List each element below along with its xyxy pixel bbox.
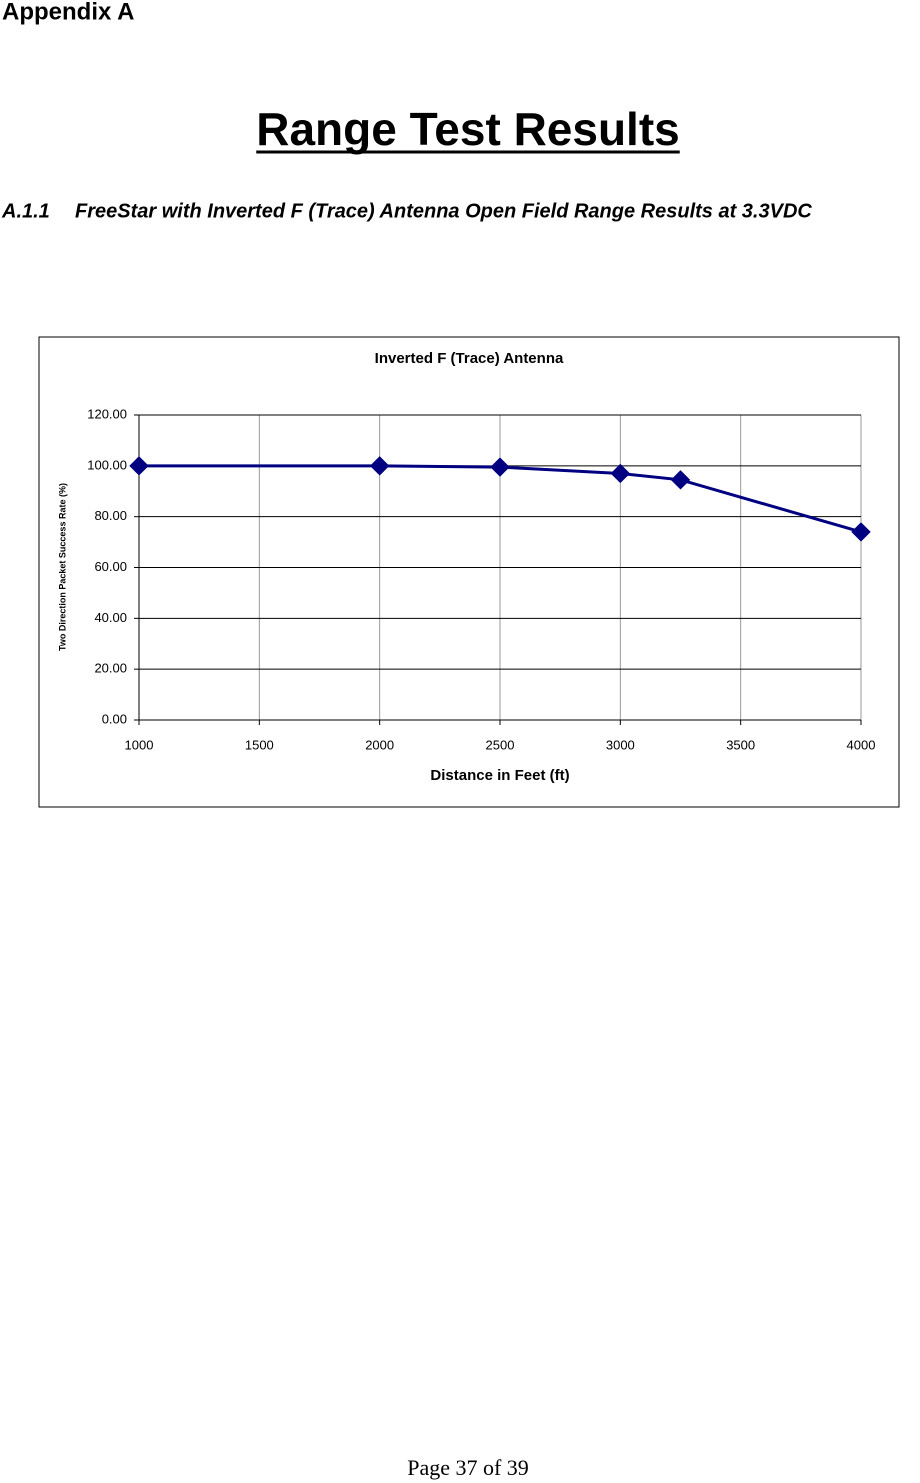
x-tick-label: 2500 bbox=[486, 737, 515, 752]
x-tick-label: 4000 bbox=[847, 737, 876, 752]
y-tick-label: 60.00 bbox=[94, 559, 127, 574]
x-tick-label: 1500 bbox=[245, 737, 274, 752]
y-tick-label: 20.00 bbox=[94, 661, 127, 676]
y-tick-label: 100.00 bbox=[87, 457, 127, 472]
data-point bbox=[369, 456, 390, 476]
data-line bbox=[139, 464, 862, 534]
data-point bbox=[129, 456, 149, 476]
x-tick-label: 3500 bbox=[726, 737, 755, 752]
y-tick-label: 80.00 bbox=[94, 508, 127, 523]
y-tick-label: 40.00 bbox=[94, 610, 127, 625]
y-tick-label: 120.00 bbox=[87, 406, 127, 421]
page-title: Range Test Results bbox=[256, 103, 679, 155]
section-number: A.1.1 bbox=[1, 200, 50, 222]
x-tick-label: 2000 bbox=[365, 737, 394, 752]
data-point bbox=[851, 522, 871, 542]
page-footer: Page 37 of 39 bbox=[407, 1455, 529, 1480]
chart-title: Inverted F (Trace) Antenna bbox=[375, 350, 564, 367]
x-tick-label: 1000 bbox=[125, 737, 154, 752]
y-axis-label: Two Direction Packet Success Rate (%) bbox=[57, 483, 67, 651]
chart-frame bbox=[38, 336, 900, 808]
section-heading: FreeStar with Inverted F (Trace) Antenna… bbox=[75, 200, 812, 222]
x-tick-label: 3000 bbox=[606, 737, 635, 752]
y-tick-label: 0.00 bbox=[102, 711, 127, 726]
x-axis-label: Distance in Feet (ft) bbox=[430, 767, 569, 784]
data-point bbox=[670, 470, 691, 490]
appendix-label: Appendix A bbox=[2, 0, 134, 25]
data-point bbox=[610, 463, 631, 484]
data-point bbox=[490, 457, 510, 477]
